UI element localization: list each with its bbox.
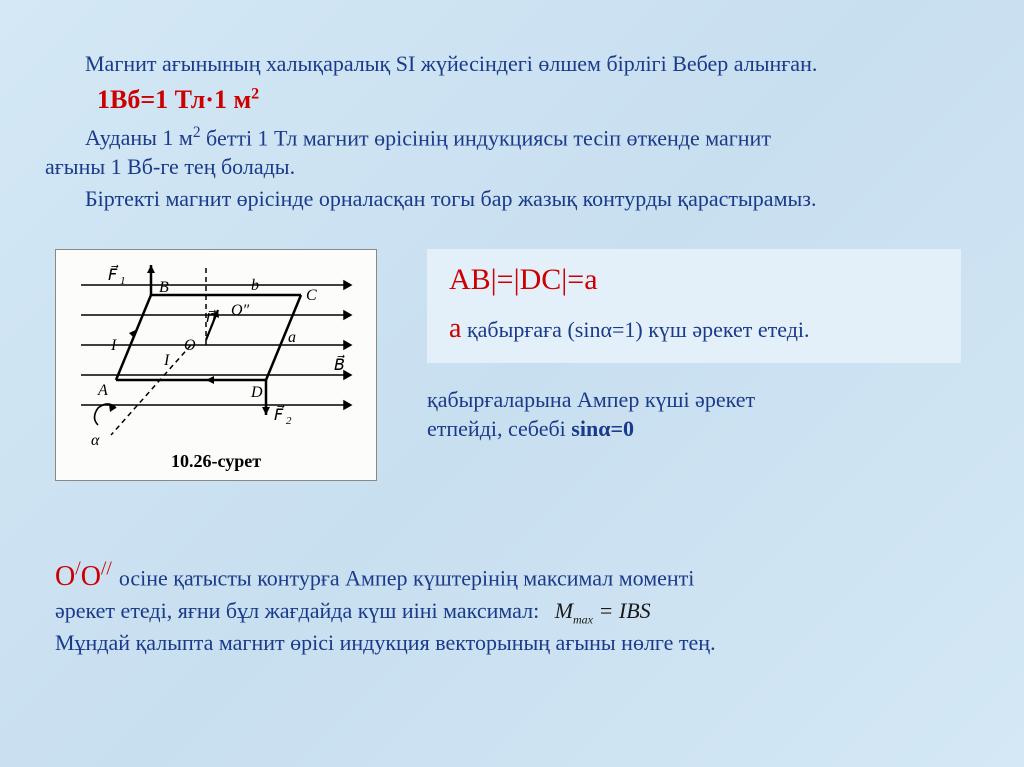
svg-text:I: I — [163, 352, 170, 369]
oo-red: О/О// — [55, 561, 119, 592]
svg-text:B⃗: B⃗ — [334, 354, 345, 374]
line-a: а қабырғаға (sinα=1) күш әрекет етеді. — [449, 313, 939, 345]
svg-text:2: 2 — [286, 415, 292, 427]
svg-text:I: I — [110, 337, 117, 354]
svg-text:A: A — [97, 382, 108, 399]
formula-text: 1Вб=1 Тл·1 м — [97, 85, 251, 114]
svg-text:B: B — [159, 279, 169, 296]
svg-text:F⃗: F⃗ — [274, 404, 285, 424]
bottom-paragraph: О/О// осіне қатысты контурға Ампер күште… — [55, 556, 979, 660]
svg-text:O″: O″ — [231, 302, 250, 319]
svg-text:b: b — [251, 277, 259, 294]
line-a-rest: қабырғаға (sinα=1) күш әрекет етеді. — [461, 317, 809, 342]
mmax-formula: Mmax = IBS — [555, 598, 651, 623]
p2-sup: 2 — [193, 124, 201, 141]
diagram-caption: 10.26-сурет — [56, 451, 376, 472]
bottom-l2a: әрекет етеді, яғни бұл жағдайда күш иіні… — [55, 598, 539, 623]
highlighted-box: AB|=|DC|=a а қабырғаға (sinα=1) күш әрек… — [427, 249, 961, 363]
diagram-svg: F⃗1 B C A D O O″ n⃗ a b B⃗ I I F⃗2 α — [56, 250, 376, 480]
below2: етпейді, себебі — [427, 416, 571, 441]
svg-text:F⃗: F⃗ — [108, 264, 119, 284]
bottom-l1: осіне қатысты контурға Ампер күштерінің … — [119, 565, 695, 590]
p2-part-b: бетті 1 Тл магнит өрісінің индукциясы те… — [201, 125, 771, 150]
paragraph-1: Магнит ағынының халықаралық SI жүйесінде… — [85, 50, 979, 79]
p2-part-a: Ауданы 1 м — [85, 125, 193, 150]
equation-red: AB|=|DC|=a — [449, 263, 939, 297]
below-bold: sinα=0 — [571, 416, 634, 441]
weber-formula: 1Вб=1 Тл·1 м2 — [97, 85, 979, 115]
red-a: а — [449, 313, 461, 344]
svg-text:O: O — [184, 337, 196, 354]
paragraph-2: Ауданы 1 м2 бетті 1 Тл магнит өрісінің и… — [45, 123, 979, 182]
svg-text:α: α — [91, 432, 100, 449]
bottom-l3: Мұндай қалыпта магнит өрісі индукция век… — [55, 630, 716, 655]
svg-text:a: a — [288, 329, 296, 346]
formula-sup: 2 — [251, 85, 259, 102]
paragraph-3: Біртекті магнит өрісінде орналасқан тогы… — [85, 185, 979, 214]
svg-text:C: C — [306, 287, 317, 304]
svg-text:1: 1 — [120, 275, 126, 287]
below1: қабырғаларына Ампер күші әрекет — [427, 387, 755, 412]
physics-diagram: F⃗1 B C A D O O″ n⃗ a b B⃗ I I F⃗2 α 1 — [55, 249, 377, 481]
svg-text:n⃗: n⃗ — [206, 309, 216, 326]
below-box-text: қабырғаларына Ампер күші әрекет етпейді,… — [427, 385, 917, 444]
svg-text:D: D — [250, 384, 263, 401]
p2-part-c: ағыны 1 Вб-ге тең болады. — [45, 154, 295, 179]
